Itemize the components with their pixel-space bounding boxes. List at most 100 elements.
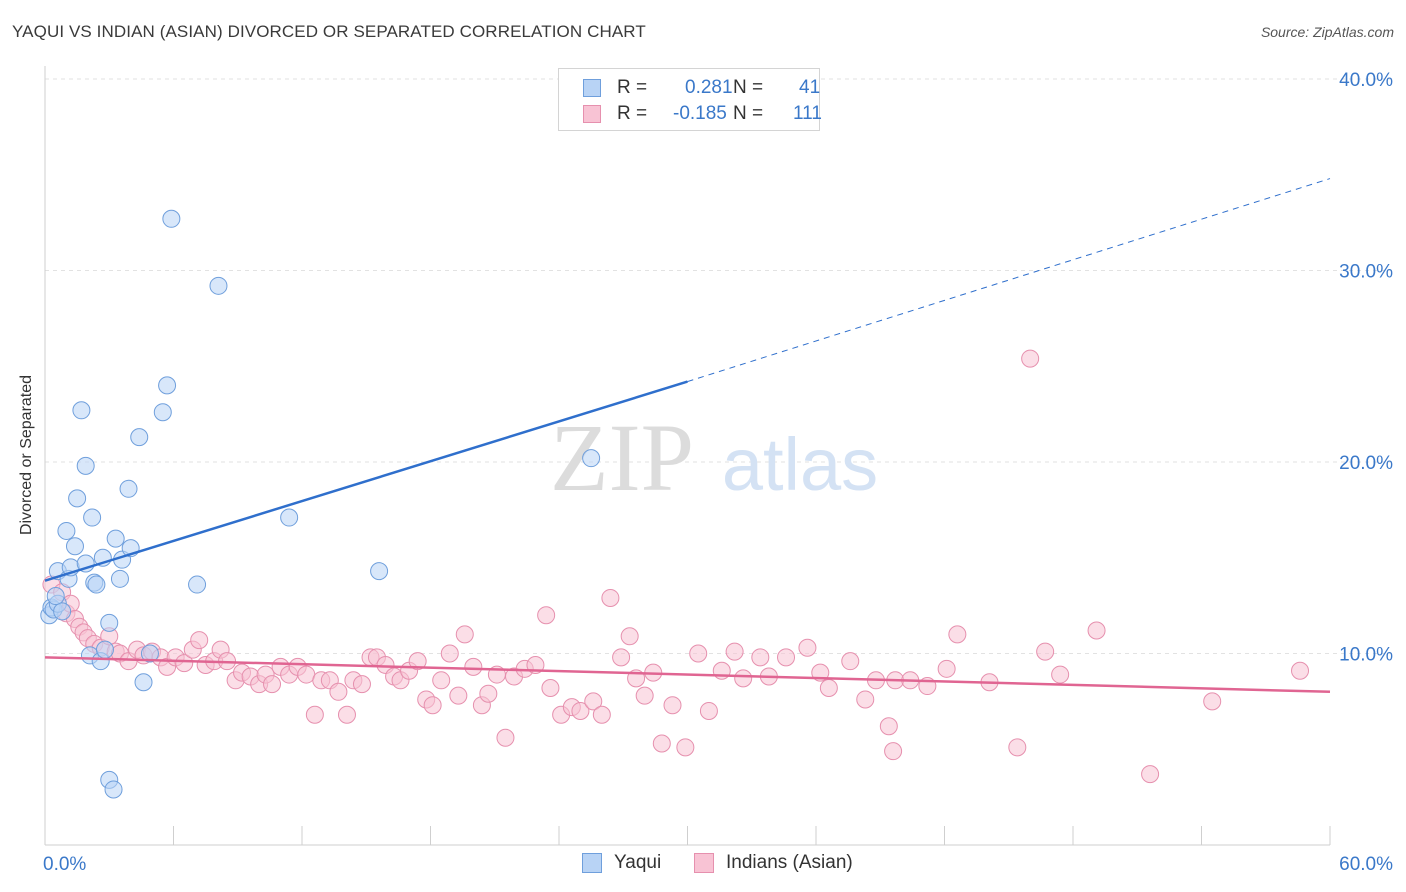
watermark-zip: ZIP — [550, 404, 694, 511]
yaqui-point — [110, 569, 129, 588]
indian-point — [663, 696, 682, 715]
indian-swatch — [583, 105, 601, 123]
yaqui-point — [46, 587, 65, 606]
yaqui-point — [53, 602, 72, 621]
y-axis-label: Divorced or Separated — [18, 374, 35, 536]
yaqui-point — [72, 401, 91, 420]
x-tick-label: 0.0% — [43, 854, 86, 875]
yaqui-point — [130, 428, 149, 447]
legend-n-label: N = — [733, 77, 764, 98]
legend-r-label: R = — [617, 77, 648, 98]
indian-trend-line — [44, 656, 1331, 694]
indian-point — [479, 684, 498, 703]
indian-point — [1036, 642, 1055, 661]
yaqui-point — [370, 562, 389, 581]
indian-point — [1008, 738, 1027, 757]
indian-point — [408, 652, 427, 671]
yaqui-point — [209, 276, 228, 295]
indian-point — [464, 657, 483, 676]
source-label: Source: ZipAtlas.com — [1260, 24, 1394, 40]
bottom-legend-label: Indians (Asian) — [726, 852, 853, 873]
yaqui-point — [582, 449, 601, 468]
indian-point — [571, 701, 590, 720]
indian-point — [190, 631, 209, 650]
indian-point — [440, 644, 459, 663]
indian-point — [841, 652, 860, 671]
indian-point — [305, 705, 324, 724]
indian-point — [620, 627, 639, 646]
indian-point — [1141, 765, 1160, 784]
indian-point — [541, 678, 560, 697]
yaqui-point — [188, 575, 207, 594]
yaqui-point — [65, 537, 84, 556]
indian-point — [1087, 621, 1106, 640]
indian-point — [175, 654, 194, 673]
indian-point — [584, 692, 603, 711]
grid-lines — [45, 78, 1392, 654]
yaqui-point — [134, 673, 153, 692]
yaqui-point — [87, 575, 106, 594]
chart-title: YAQUI VS INDIAN (ASIAN) DIVORCED OR SEPA… — [12, 22, 646, 41]
indian-point — [652, 734, 671, 753]
yaqui-point — [106, 529, 125, 548]
legend-n-value: 41 — [799, 77, 821, 98]
indian-point — [1051, 665, 1070, 684]
yaqui-point — [68, 489, 87, 508]
legend-r-value: -0.185 — [673, 103, 727, 124]
yaqui-point — [76, 456, 95, 475]
yaqui-point — [153, 403, 172, 422]
indian-point — [884, 742, 903, 761]
indian-point — [337, 705, 356, 724]
indian-point — [455, 625, 474, 644]
indian-point — [537, 606, 556, 625]
x-tick-label: 60.0% — [1339, 854, 1393, 875]
yaqui-points — [40, 209, 601, 799]
indian-point — [297, 665, 316, 684]
indian-point — [699, 701, 718, 720]
indian-point — [449, 686, 468, 705]
y-tick-label: 10.0% — [1339, 645, 1393, 666]
indian-point — [798, 638, 817, 657]
indian-point — [635, 686, 654, 705]
indian-point — [592, 705, 611, 724]
y-tick-label: 40.0% — [1339, 70, 1393, 91]
indian-point — [879, 717, 898, 736]
yaqui-trend-extension — [687, 178, 1331, 383]
indian-point — [601, 588, 620, 607]
yaqui-point — [158, 376, 177, 395]
indian-point — [937, 659, 956, 678]
indian-point — [819, 678, 838, 697]
yaqui-point — [280, 508, 299, 527]
yaqui-point — [119, 479, 138, 498]
yaqui-swatch — [582, 853, 602, 873]
yaqui-point — [100, 613, 119, 632]
indian-point — [612, 648, 631, 667]
indian-point — [751, 648, 770, 667]
axes — [44, 66, 1331, 846]
indian-point — [676, 738, 695, 757]
indian-point — [777, 648, 796, 667]
indian-point — [263, 675, 282, 694]
y-tick-label: 20.0% — [1339, 453, 1393, 474]
watermark-atlas: atlas — [722, 423, 878, 506]
indian-point — [423, 696, 442, 715]
yaqui-swatch — [583, 79, 601, 97]
trend-lines — [44, 178, 1331, 694]
yaqui-point — [83, 508, 102, 527]
legend-r-value: 0.281 — [685, 77, 733, 98]
indian-swatch — [694, 853, 714, 873]
tick-labels: 10.0% 20.0% 30.0% 40.0% 0.0% 60.0% — [43, 70, 1393, 875]
yaqui-point — [162, 209, 181, 228]
yaqui-point — [140, 644, 159, 663]
indian-point — [1021, 349, 1040, 368]
yaqui-trend-line — [44, 380, 688, 582]
indian-point — [432, 671, 451, 690]
correlation-legend: R = 0.281 N = 41 R = -0.185 N = 111 — [558, 68, 822, 131]
indian-point — [725, 642, 744, 661]
bottom-legend-label: Yaqui — [614, 852, 662, 873]
legend-n-value: 111 — [793, 103, 822, 124]
y-tick-label: 30.0% — [1339, 262, 1393, 283]
indian-point — [856, 690, 875, 709]
indian-point — [689, 644, 708, 663]
